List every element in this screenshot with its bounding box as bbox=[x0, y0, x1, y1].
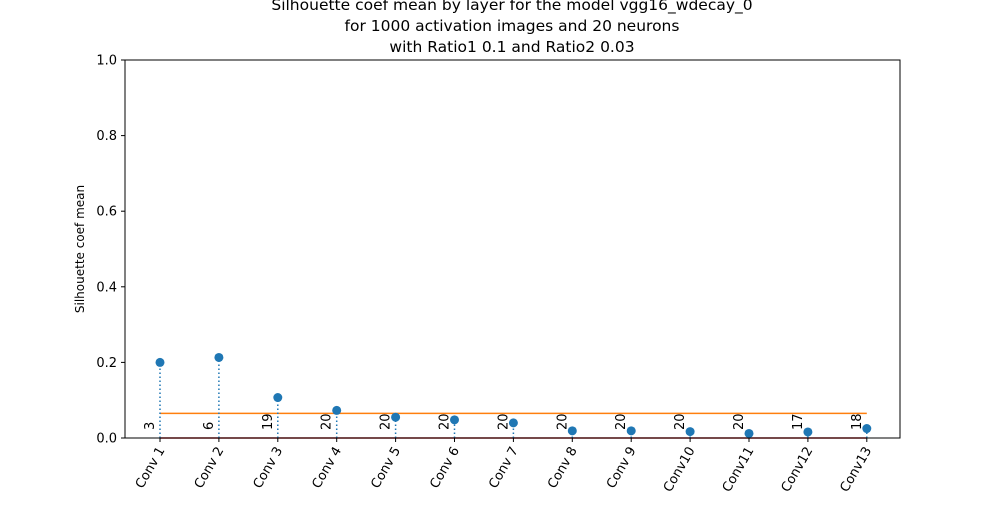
y-tick-label-1: 0.0 bbox=[96, 432, 117, 447]
y-tick-label-5: 0.8 bbox=[96, 129, 117, 144]
y-tick-label-3: 0.4 bbox=[96, 280, 117, 295]
count-label-11: 20 bbox=[732, 413, 747, 430]
count-label-6: 20 bbox=[438, 413, 453, 430]
data-point-9 bbox=[626, 426, 636, 436]
data-point-6 bbox=[450, 415, 459, 425]
count-label-8: 20 bbox=[555, 413, 570, 430]
x-tick-label-9: Conv 9 bbox=[604, 445, 640, 492]
count-label-7: 20 bbox=[496, 413, 511, 430]
chart-title-line-2: for 1000 activation images and 20 neuron… bbox=[345, 17, 680, 35]
y-tick-label-4: 0.6 bbox=[96, 205, 117, 220]
count-label-10: 20 bbox=[673, 413, 688, 430]
data-point-12 bbox=[803, 427, 813, 437]
data-point-5 bbox=[391, 412, 401, 422]
count-label-9: 20 bbox=[614, 413, 629, 430]
x-tick-label-11: Conv11 bbox=[720, 445, 758, 495]
data-point-1 bbox=[155, 357, 165, 367]
x-tick-label-4: Conv 4 bbox=[309, 445, 345, 492]
count-label-5: 20 bbox=[379, 413, 394, 430]
chart-title-line-3: with Ratio1 0.1 and Ratio2 0.03 bbox=[389, 38, 634, 56]
data-point-11 bbox=[744, 428, 754, 438]
x-tick-label-1: Conv 1 bbox=[133, 445, 169, 492]
plot-frame bbox=[124, 59, 901, 439]
count-label-4: 20 bbox=[320, 413, 335, 430]
data-point-10 bbox=[685, 427, 695, 437]
x-tick-label-5: Conv 5 bbox=[368, 445, 404, 492]
count-label-13: 18 bbox=[850, 413, 865, 430]
chart-title: Silhouette coef mean by layer for the mo… bbox=[271, 0, 752, 56]
x-tick-label-3: Conv 3 bbox=[251, 445, 287, 492]
data-point-8 bbox=[567, 426, 577, 436]
x-tick-label-2: Conv 2 bbox=[192, 445, 228, 492]
count-label-1: 3 bbox=[143, 422, 158, 430]
chart-title-line-1: Silhouette coef mean by layer for the mo… bbox=[271, 0, 752, 15]
x-tick-label-8: Conv 8 bbox=[545, 445, 581, 492]
x-tick-label-13: Conv13 bbox=[838, 445, 876, 495]
data-point-2 bbox=[214, 352, 224, 362]
count-label-3: 19 bbox=[261, 413, 276, 430]
data-point-7 bbox=[508, 418, 518, 428]
y-tick-label-6: 1.0 bbox=[96, 54, 117, 69]
y-tick-label-2: 0.2 bbox=[96, 356, 117, 371]
x-tick-label-10: Conv10 bbox=[661, 445, 699, 495]
data-point-13 bbox=[862, 424, 872, 434]
count-label-12: 17 bbox=[791, 413, 806, 430]
x-tick-label-12: Conv12 bbox=[779, 445, 817, 495]
x-tick-label-6: Conv 6 bbox=[427, 445, 463, 492]
data-point-3 bbox=[273, 393, 283, 403]
data-point-4 bbox=[332, 405, 342, 415]
x-tick-label-7: Conv 7 bbox=[486, 445, 522, 492]
y-axis-label: Silhouette coef mean bbox=[73, 185, 87, 313]
count-label-2: 6 bbox=[202, 422, 217, 430]
plot-area: 3 6 19 20 20 20 20 20 20 20 20 17 18 bbox=[143, 352, 872, 439]
